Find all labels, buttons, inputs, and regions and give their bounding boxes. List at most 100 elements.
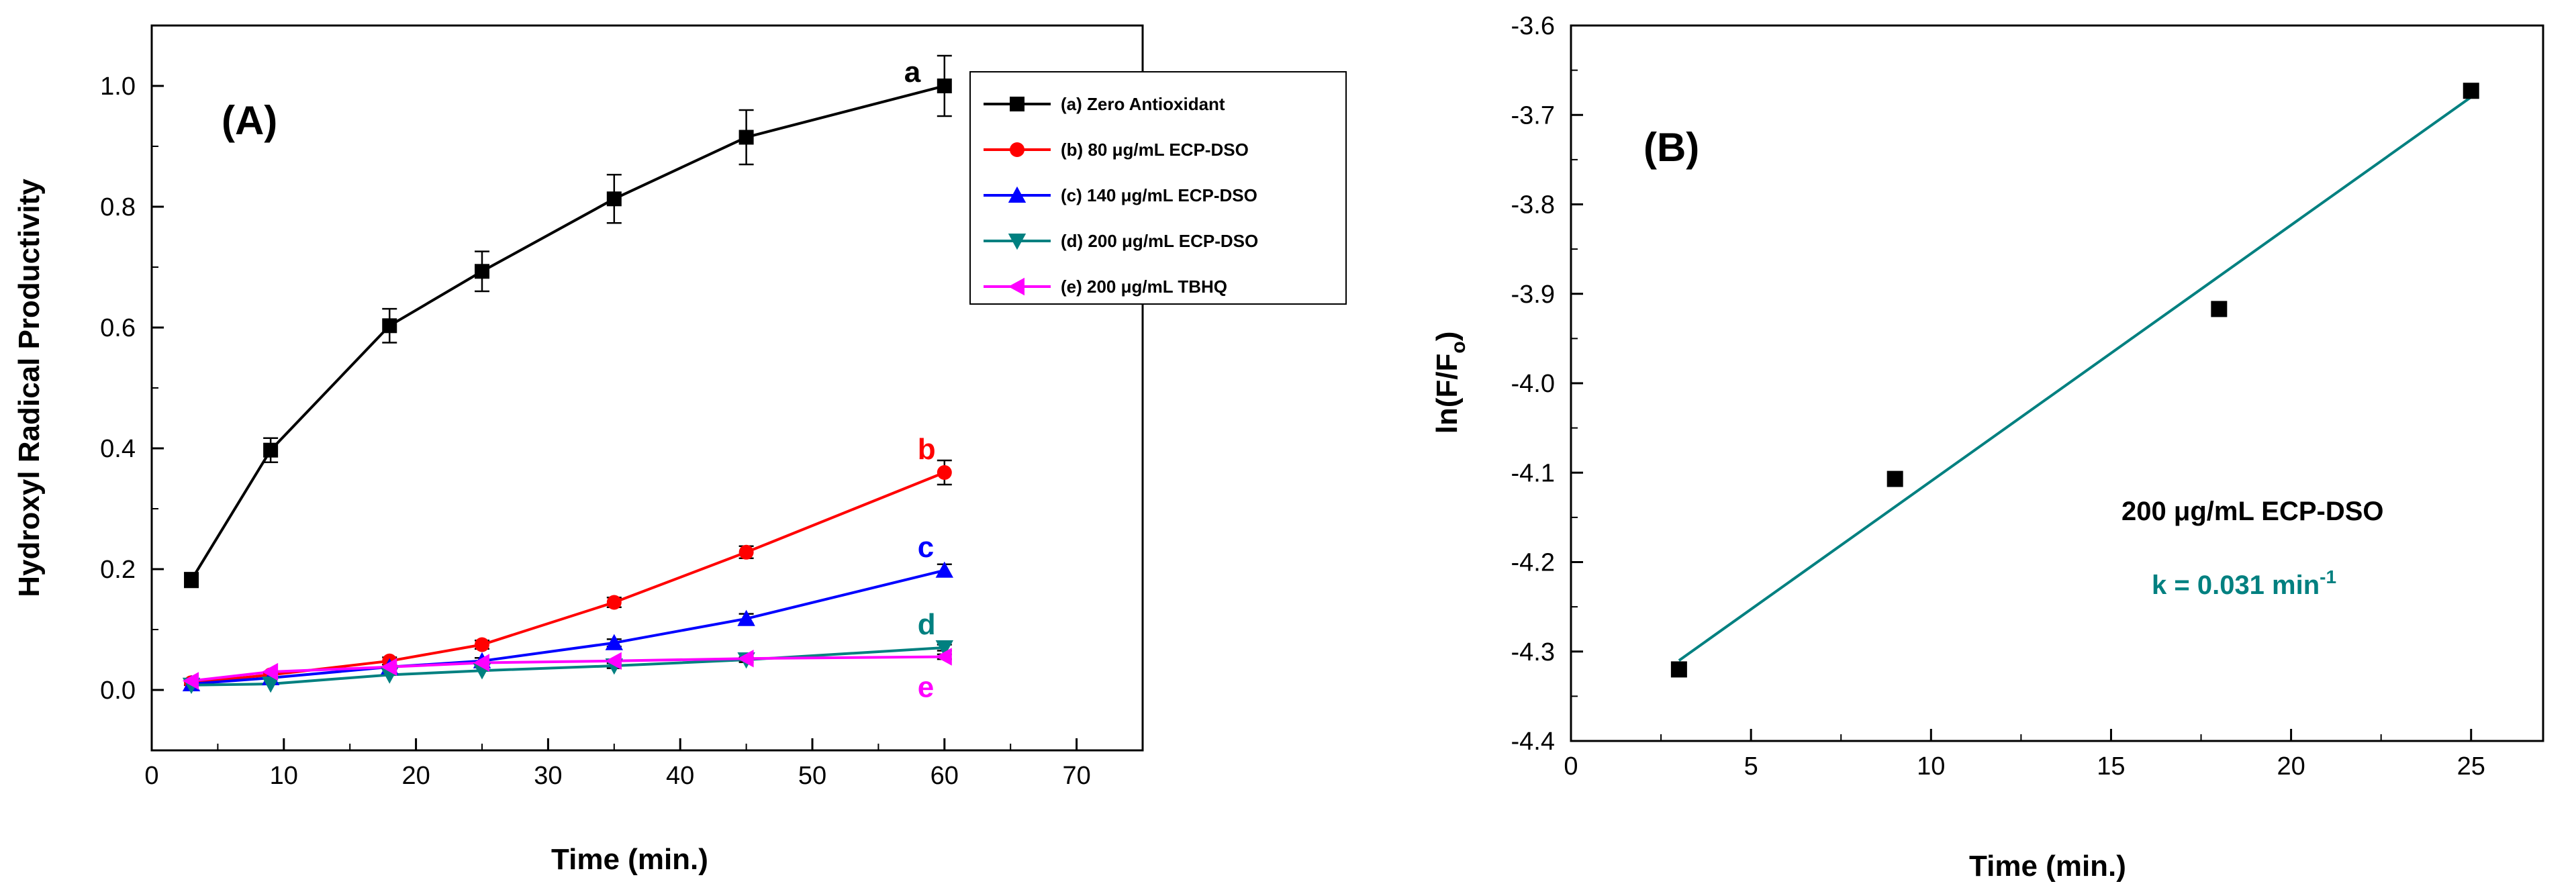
curve-label-e: e	[918, 671, 934, 704]
panel-b-ticks: 0 5 10 15 20 25 -4.4 -4.3 -4.2 -4.1 -4.0 -3.9 -3.8 -3…	[1511, 12, 2485, 781]
legend-marker-d	[1008, 234, 1027, 250]
legend-label-b: (b) 80 μg/mL ECP-DSO	[1061, 140, 1249, 160]
data-point	[1670, 661, 1687, 678]
series-a-point	[606, 191, 622, 207]
concentration-annotation: 200 μg/mL ECP-DSO	[2121, 497, 2384, 526]
series-e-point	[605, 652, 622, 670]
y-tick-label: -4.2	[1511, 549, 1555, 577]
series-d-line	[191, 646, 945, 687]
legend-marker-e	[1008, 277, 1024, 296]
series-a-point	[937, 79, 952, 93]
x-tick-label: 10	[270, 762, 298, 790]
x-tick-label: 25	[2457, 752, 2485, 781]
legend: (a) Zero Antioxidant (b) 80 μg/mL ECP-DSO…	[969, 71, 1347, 305]
legend-marker-b	[1010, 142, 1024, 157]
legend-label-d: (d) 200 μg/mL ECP-DSO	[1061, 231, 1258, 251]
series-e-point	[261, 662, 279, 681]
panel-b-y-axis-title: ln(F/Fo)	[1431, 332, 1470, 434]
data-point	[2211, 301, 2228, 317]
y-tick-label: -3.7	[1511, 101, 1555, 130]
y-tick-label: -4.3	[1511, 638, 1555, 666]
series-a-point	[263, 442, 279, 458]
x-tick-label: 20	[2277, 752, 2305, 781]
x-tick-label: 20	[401, 762, 430, 790]
series-b-point	[738, 544, 754, 560]
y-tick-label: 1.0	[100, 72, 136, 101]
panel-a-x-axis-title: Time (min.)	[551, 843, 708, 876]
series-c-point	[935, 561, 953, 578]
series-e-point	[737, 650, 754, 668]
panel-b-x-axis-title: Time (min.)	[1969, 850, 2126, 883]
x-tick-label: 30	[534, 762, 562, 790]
panel-b-points	[1670, 83, 2479, 678]
y-tick-label: 0.8	[100, 193, 136, 221]
series-e-point	[381, 658, 397, 676]
series-d-point	[935, 640, 953, 657]
x-tick-label: 0	[144, 762, 158, 790]
panel-a-curve-labels: a b c de	[904, 56, 936, 704]
series-a-line	[190, 85, 945, 581]
x-tick-label: 0	[1564, 752, 1578, 781]
legend-marker-c	[1008, 186, 1027, 203]
y-tick-label: -4.1	[1511, 459, 1555, 487]
series-b-line	[191, 471, 945, 685]
x-tick-label: 15	[2097, 752, 2125, 781]
series-a-point	[738, 130, 754, 145]
panel-a-ticks: 0 10 20 30 40 50 60 70 0.0 0.2 0.4 0.6 0.8 1.0	[100, 25, 1091, 790]
y-tick-label: 0.0	[100, 677, 136, 705]
panel-b-label: (B)	[1643, 125, 1699, 170]
y-tick-label: -4.0	[1511, 370, 1555, 398]
curve-label-a: a	[904, 56, 921, 89]
series-e-point	[473, 654, 489, 672]
series-b-point	[937, 465, 952, 480]
series-e-point	[935, 648, 952, 666]
legend-items: (a) Zero Antioxidant (b) 80 μg/mL ECP-DSO…	[984, 94, 1258, 297]
curve-label-b: b	[918, 433, 936, 466]
y-tick-label: 0.4	[100, 435, 136, 463]
curve-label-c: c	[918, 531, 934, 564]
panel-b: 0 5 10 15 20 25 -4.4 -4.3 -4.2 -4.1 -4.0 -3.9 -3.8 -3…	[1431, 12, 2544, 883]
y-tick-label: -3.8	[1511, 191, 1555, 219]
y-tick-label: -3.6	[1511, 12, 1555, 40]
rate-constant-text: k = 0.031 min	[2152, 570, 2320, 600]
series-b-point	[475, 637, 489, 652]
y-tick-label: -4.4	[1511, 728, 1555, 756]
series-c-point	[737, 609, 755, 626]
panel-a-y-axis-title: Hydroxyl Radical Productivity	[13, 179, 46, 597]
legend-label-c: (c) 140 μg/mL ECP-DSO	[1061, 185, 1257, 205]
series-a-point	[382, 318, 397, 334]
series-a-point	[184, 573, 199, 588]
y-tick-label: 0.2	[100, 556, 136, 584]
series-a-point	[475, 264, 489, 279]
x-tick-label: 40	[666, 762, 694, 790]
legend-box	[969, 71, 1347, 305]
x-tick-label: 10	[1917, 752, 1945, 781]
y-axis-title-main: ln(F/F	[1431, 354, 1464, 434]
series-b-point	[606, 595, 622, 610]
panel-a-markers	[182, 79, 953, 694]
panel-a-series-lines	[190, 85, 945, 687]
y-tick-label: -3.9	[1511, 281, 1555, 309]
fit-line	[1678, 95, 2472, 662]
legend-marker-a	[1010, 97, 1024, 111]
x-tick-label: 70	[1062, 762, 1090, 790]
panel-a-error-bars	[184, 54, 952, 687]
data-point	[2463, 83, 2479, 99]
y-axis-title-close: )	[1431, 332, 1464, 342]
curve-label-d: d	[918, 608, 936, 641]
legend-label-a: (a) Zero Antioxidant	[1061, 94, 1225, 114]
series-e-point	[182, 672, 199, 690]
series-d-point	[261, 677, 280, 693]
rate-constant-superscript: -1	[2320, 566, 2336, 587]
rate-constant-annotation: k = 0.031 min-1	[2152, 566, 2336, 600]
panel-a: 0 10 20 30 40 50 60 700.00.20.40.60.81.0 abcde …	[13, 24, 1347, 876]
y-tick-label: 0.6	[100, 314, 136, 342]
data-point	[1887, 470, 1903, 487]
y-axis-title-subscript: o	[1447, 341, 1470, 353]
legend-label-e: (e) 200 μg/mL TBHQ	[1061, 277, 1227, 297]
x-tick-label: 50	[798, 762, 826, 790]
panel-a-label: (A)	[222, 98, 277, 143]
series-c-point	[605, 634, 623, 650]
x-tick-label: 5	[1744, 752, 1758, 781]
